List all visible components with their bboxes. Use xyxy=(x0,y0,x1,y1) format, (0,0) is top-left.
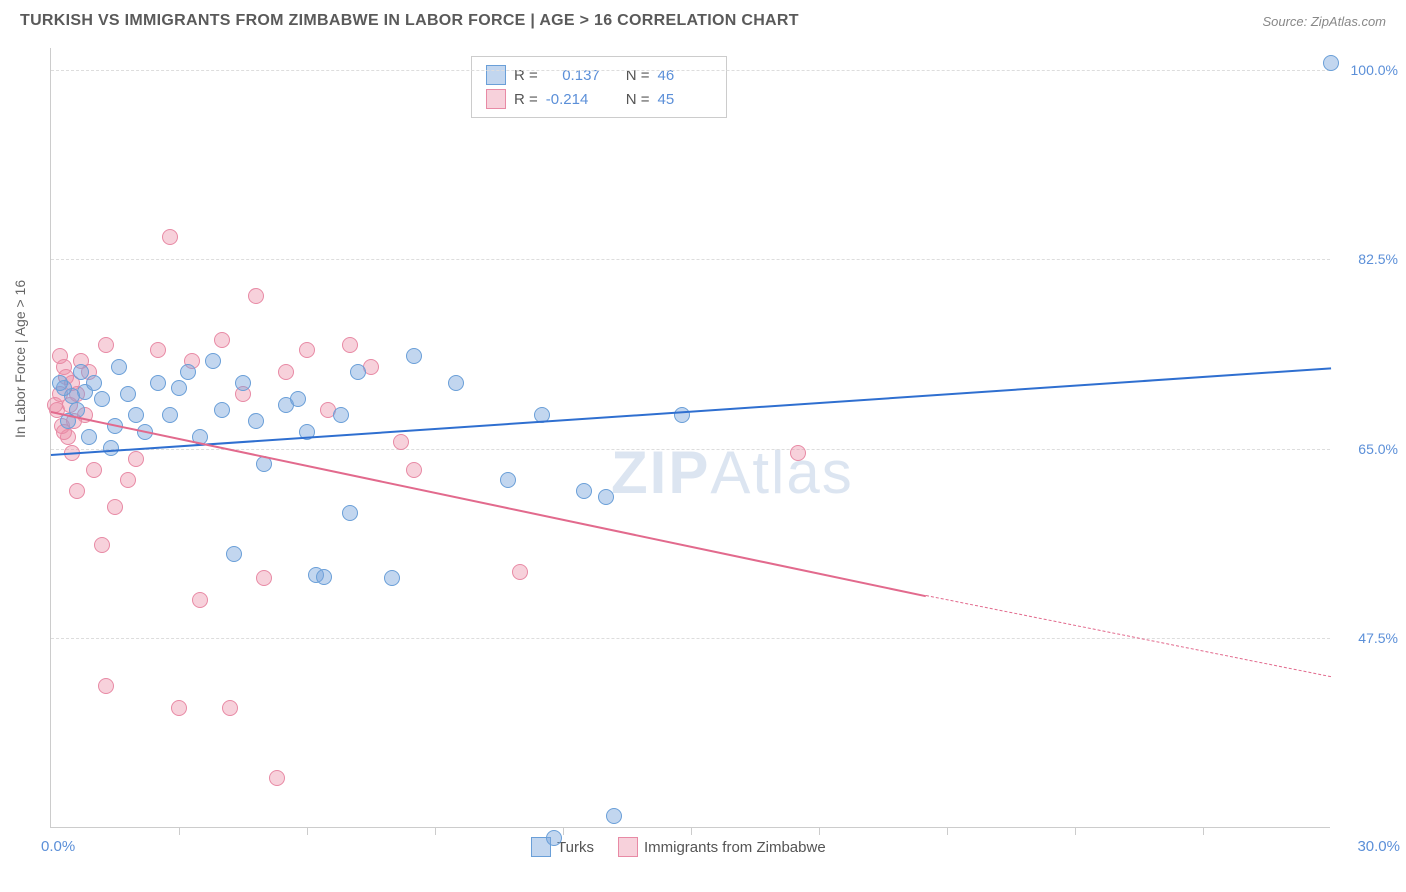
scatter-point-zimbabwe xyxy=(342,337,358,353)
x-tick xyxy=(691,827,692,835)
legend-label-turks: Turks xyxy=(557,839,594,856)
y-axis-label: In Labor Force | Age > 16 xyxy=(12,280,28,438)
scatter-point-turks xyxy=(674,407,690,423)
gridline xyxy=(51,70,1330,71)
swatch-zimbabwe xyxy=(486,89,506,109)
scatter-chart: R = 0.137 N = 46 R = -0.214 N = 45 ZIPAt… xyxy=(50,48,1330,828)
scatter-point-zimbabwe xyxy=(94,537,110,553)
scatter-point-turks xyxy=(205,353,221,369)
scatter-point-turks xyxy=(162,407,178,423)
scatter-point-turks xyxy=(546,830,562,846)
scatter-point-zimbabwe xyxy=(192,592,208,608)
scatter-point-turks xyxy=(606,808,622,824)
y-tick-label: 47.5% xyxy=(1358,630,1398,646)
y-tick-label: 82.5% xyxy=(1358,251,1398,267)
scatter-point-turks xyxy=(316,569,332,585)
scatter-point-turks xyxy=(248,413,264,429)
scatter-point-zimbabwe xyxy=(86,462,102,478)
x-tick xyxy=(179,827,180,835)
source-attribution: Source: ZipAtlas.com xyxy=(1262,14,1386,29)
scatter-point-turks xyxy=(290,391,306,407)
scatter-point-turks xyxy=(81,429,97,445)
y-tick-label: 65.0% xyxy=(1358,441,1398,457)
correlation-legend: R = 0.137 N = 46 R = -0.214 N = 45 xyxy=(471,56,727,118)
scatter-point-zimbabwe xyxy=(222,700,238,716)
x-tick xyxy=(307,827,308,835)
x-tick xyxy=(1075,827,1076,835)
scatter-point-turks xyxy=(180,364,196,380)
scatter-point-turks xyxy=(94,391,110,407)
scatter-point-turks xyxy=(111,359,127,375)
legend-row-turks: R = 0.137 N = 46 xyxy=(486,63,712,87)
scatter-point-zimbabwe xyxy=(120,472,136,488)
x-max-label: 30.0% xyxy=(1357,838,1400,855)
scatter-point-turks xyxy=(103,440,119,456)
trendline-zimbabwe-extrapolated xyxy=(926,595,1332,677)
x-tick xyxy=(819,827,820,835)
scatter-point-zimbabwe xyxy=(128,451,144,467)
scatter-point-zimbabwe xyxy=(512,564,528,580)
scatter-point-zimbabwe xyxy=(98,678,114,694)
scatter-point-turks xyxy=(576,483,592,499)
swatch-turks xyxy=(486,65,506,85)
scatter-point-zimbabwe xyxy=(406,462,422,478)
gridline xyxy=(51,449,1330,450)
scatter-point-zimbabwe xyxy=(107,499,123,515)
scatter-point-turks xyxy=(235,375,251,391)
scatter-point-zimbabwe xyxy=(299,342,315,358)
scatter-point-turks xyxy=(448,375,464,391)
scatter-point-turks xyxy=(598,489,614,505)
scatter-point-zimbabwe xyxy=(214,332,230,348)
r-label: R = xyxy=(514,91,538,108)
scatter-point-turks xyxy=(86,375,102,391)
scatter-point-turks xyxy=(150,375,166,391)
n-value-zimbabwe: 45 xyxy=(658,91,712,108)
scatter-point-zimbabwe xyxy=(98,337,114,353)
swatch-zimbabwe xyxy=(618,837,638,857)
n-label: N = xyxy=(626,91,650,108)
y-tick-label: 100.0% xyxy=(1351,62,1398,78)
legend-item-zimbabwe: Immigrants from Zimbabwe xyxy=(618,837,826,857)
x-min-label: 0.0% xyxy=(41,838,75,855)
legend-item-turks: Turks xyxy=(531,837,594,857)
scatter-point-turks xyxy=(128,407,144,423)
x-tick xyxy=(563,827,564,835)
scatter-point-turks xyxy=(350,364,366,380)
scatter-point-turks xyxy=(500,472,516,488)
scatter-point-zimbabwe xyxy=(52,348,68,364)
scatter-point-zimbabwe xyxy=(171,700,187,716)
scatter-point-turks xyxy=(73,364,89,380)
scatter-point-zimbabwe xyxy=(269,770,285,786)
scatter-point-zimbabwe xyxy=(69,483,85,499)
scatter-point-zimbabwe xyxy=(256,570,272,586)
scatter-point-turks xyxy=(1323,55,1339,71)
legend-row-zimbabwe: R = -0.214 N = 45 xyxy=(486,87,712,111)
scatter-point-turks xyxy=(214,402,230,418)
scatter-point-zimbabwe xyxy=(278,364,294,380)
trendline-zimbabwe xyxy=(51,411,926,597)
scatter-point-zimbabwe xyxy=(790,445,806,461)
scatter-point-turks xyxy=(226,546,242,562)
x-tick xyxy=(947,827,948,835)
series-legend: Turks Immigrants from Zimbabwe xyxy=(531,837,826,857)
page-title: TURKISH VS IMMIGRANTS FROM ZIMBABWE IN L… xyxy=(20,12,799,30)
scatter-point-turks xyxy=(406,348,422,364)
r-value-zimbabwe: -0.214 xyxy=(546,91,600,108)
scatter-point-zimbabwe xyxy=(150,342,166,358)
scatter-point-turks xyxy=(342,505,358,521)
x-tick xyxy=(1203,827,1204,835)
legend-label-zimbabwe: Immigrants from Zimbabwe xyxy=(644,839,826,856)
scatter-point-turks xyxy=(120,386,136,402)
scatter-point-zimbabwe xyxy=(248,288,264,304)
x-tick xyxy=(435,827,436,835)
scatter-point-turks xyxy=(384,570,400,586)
scatter-point-zimbabwe xyxy=(393,434,409,450)
scatter-point-zimbabwe xyxy=(162,229,178,245)
scatter-point-turks xyxy=(171,380,187,396)
scatter-point-turks xyxy=(333,407,349,423)
scatter-point-turks xyxy=(52,375,68,391)
gridline xyxy=(51,259,1330,260)
